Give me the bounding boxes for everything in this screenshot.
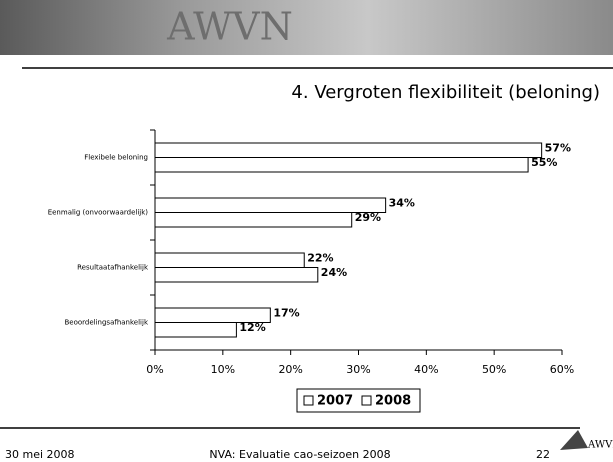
bar: [155, 323, 236, 338]
footer-logo: AWVN: [587, 440, 613, 451]
y-tick-label: Eenmalig (onvoorwaardelijk): [48, 209, 149, 217]
footer-center: NVA: Evaluatie cao-seizoen 2008: [209, 448, 390, 461]
header-banner: [0, 0, 613, 55]
footer-logo-mark: [560, 430, 588, 450]
value-label: 24%: [321, 266, 347, 279]
bar: [155, 143, 542, 158]
value-label: 22%: [307, 251, 333, 264]
x-tick-label: 60%: [550, 363, 574, 376]
value-label: 34%: [389, 196, 415, 209]
legend-label: 2007: [317, 394, 353, 409]
x-tick-label: 10%: [211, 363, 235, 376]
y-tick-label: Beoordelingsafhankelijk: [64, 319, 148, 327]
chart: 0% 10% 20% 30% 40% 50% 60% Flexibele beloning 57…: [48, 130, 575, 412]
x-tick-label: 40%: [414, 363, 438, 376]
bar: [155, 253, 304, 268]
header-logo: AWVN: [166, 5, 293, 49]
bar: [155, 158, 528, 173]
page-number: 22: [536, 448, 550, 461]
chart-title: 4. Vergroten flexibiliteit (beloning): [291, 82, 600, 103]
value-label: 57%: [545, 141, 571, 154]
legend-label: 2008: [375, 394, 411, 409]
legend: 2007 2008: [297, 389, 420, 412]
x-tick-label: 50%: [482, 363, 506, 376]
value-label: 29%: [355, 211, 381, 224]
value-label: 17%: [273, 306, 299, 319]
y-tick-label: Flexibele beloning: [84, 154, 148, 162]
x-tick-label: 30%: [346, 363, 370, 376]
bar: [155, 198, 386, 213]
bar: [155, 268, 318, 283]
legend-swatch: [362, 396, 371, 405]
slide: AWVN 4. Vergroten flexibiliteit (belonin…: [0, 0, 613, 462]
x-tick-label: 20%: [278, 363, 302, 376]
footer-date: 30 mei 2008: [5, 448, 75, 461]
y-tick-label: Resultaatafhankelijk: [77, 264, 149, 272]
legend-swatch: [304, 396, 313, 405]
bar: [155, 213, 352, 228]
value-label: 55%: [531, 156, 557, 169]
value-label: 12%: [239, 321, 265, 334]
x-tick-label: 0%: [146, 363, 163, 376]
